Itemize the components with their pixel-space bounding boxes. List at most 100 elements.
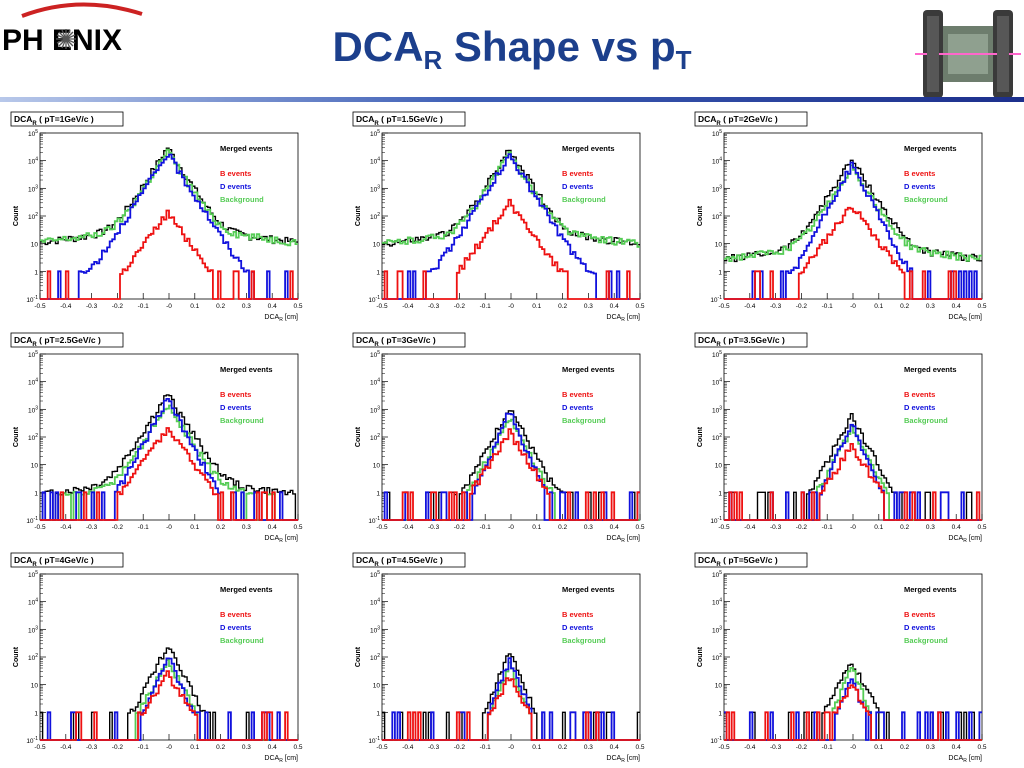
legend-b: B events [562, 169, 593, 178]
y-tick-label: 105 [712, 350, 722, 359]
y-tick-label: 103 [28, 625, 38, 634]
x-axis-label: DCAR [cm] [606, 535, 640, 542]
x-tick-label: -0.5 [718, 303, 730, 310]
chart-panel-pt1: DCAR ( pT=1GeV/c ) 10-1 1 10 102 103 104 105 -0.… [10, 111, 310, 321]
x-tick-label: 0.4 [268, 303, 277, 310]
x-tick-label: -0.2 [454, 524, 466, 531]
x-tick-label: 0.4 [268, 524, 277, 531]
x-tick-label: -0.2 [112, 524, 124, 531]
x-tick-label: -0.4 [60, 744, 72, 751]
x-tick-label: -0 [508, 524, 514, 531]
x-tick-label: -0.3 [770, 524, 782, 531]
chart-svg: DCAR ( pT=3.5GeV/c ) 10-1 1 10 102 103 104 105 -… [694, 332, 987, 542]
series-d-line [382, 153, 640, 300]
y-tick-label: 102 [28, 653, 38, 662]
y-tick-label: 104 [712, 157, 722, 166]
series-bkg-line [724, 425, 982, 521]
legend-b: B events [220, 169, 251, 178]
x-tick-label: 0.5 [635, 303, 644, 310]
x-tick-label: -0 [166, 303, 172, 310]
chart-title-box [352, 111, 466, 127]
chart-svg: DCAR ( pT=4.5GeV/c ) 10-1 1 10 102 103 104 105 -… [352, 552, 645, 762]
title-rule [0, 97, 1024, 102]
x-tick-label: 0.4 [952, 524, 961, 531]
legend-d: D events [220, 403, 251, 412]
x-tick-label: 0.4 [952, 744, 961, 751]
y-tick-label: 103 [370, 625, 380, 634]
x-tick-label: -0 [166, 524, 172, 531]
y-tick-label: 1 [376, 710, 380, 717]
x-tick-label: -0.4 [402, 303, 414, 310]
x-tick-label: 0.3 [242, 524, 251, 531]
x-tick-label: -0.2 [112, 303, 124, 310]
x-tick-label: -0.3 [428, 744, 440, 751]
legend-merged: Merged events [220, 365, 273, 374]
x-tick-label: -0.3 [86, 744, 98, 751]
x-tick-label: 0.5 [293, 524, 302, 531]
x-tick-label: -0 [508, 744, 514, 751]
x-tick-label: -0.1 [822, 744, 834, 751]
y-tick-label: 105 [370, 129, 380, 138]
x-tick-label: -0.4 [60, 524, 72, 531]
x-tick-label: -0.4 [60, 303, 72, 310]
y-tick-label: 10 [373, 463, 381, 470]
legend-bkg: Background [904, 416, 948, 425]
chart-panel-pt4: DCAR ( pT=4GeV/c ) 10-1 1 10 102 103 104 105 -0.… [10, 552, 310, 762]
x-tick-label: -0.3 [770, 744, 782, 751]
legend-bkg: Background [562, 195, 606, 204]
y-tick-label: 10 [31, 683, 39, 690]
y-tick-label: 1 [34, 710, 38, 717]
series-merged-line [40, 394, 298, 521]
y-tick-label: 10-1 [368, 516, 380, 525]
chart-title: DCAR ( pT=3.5GeV/c ) [698, 335, 785, 348]
chart-title: DCAR ( pT=3GeV/c ) [356, 335, 436, 348]
series-b-line [724, 443, 982, 521]
y-tick-label: 104 [28, 157, 38, 166]
y-tick-label: 10 [373, 683, 381, 690]
x-tick-label: -0.5 [34, 524, 46, 531]
y-tick-label: 1 [34, 490, 38, 497]
x-tick-label: 0.5 [977, 744, 986, 751]
x-axis-label: DCAR [cm] [948, 314, 982, 321]
x-tick-label: 0.2 [900, 524, 909, 531]
chart-title-box [10, 111, 124, 127]
y-tick-label: 10-1 [710, 295, 722, 304]
y-axis-label: Count [13, 205, 20, 226]
y-tick-label: 104 [712, 378, 722, 387]
series-b-line [40, 209, 298, 300]
x-tick-label: 0.1 [532, 744, 541, 751]
series-bkg-line [724, 164, 982, 262]
x-tick-label: -0 [850, 744, 856, 751]
chart-panel-pt4-5: DCAR ( pT=4.5GeV/c ) 10-1 1 10 102 103 104 105 -… [352, 552, 652, 762]
x-axis-label: DCAR [cm] [948, 755, 982, 762]
x-tick-label: -0.1 [822, 303, 834, 310]
x-tick-label: -0.5 [34, 744, 46, 751]
y-tick-label: 102 [370, 212, 380, 221]
y-axis-label: Count [355, 646, 362, 667]
x-tick-label: 0.3 [926, 303, 935, 310]
x-axis-label: DCAR [cm] [606, 755, 640, 762]
y-tick-label: 102 [28, 212, 38, 221]
y-tick-label: 10-1 [710, 736, 722, 745]
y-axis-label: Count [13, 426, 20, 447]
y-tick-label: 104 [370, 378, 380, 387]
x-tick-label: 0.3 [584, 303, 593, 310]
chart-title: DCAR ( pT=4.5GeV/c ) [356, 555, 443, 568]
detector-image [915, 10, 1021, 98]
x-tick-label: -0.3 [86, 524, 98, 531]
x-tick-label: -0.2 [796, 303, 808, 310]
x-tick-label: -0.3 [428, 524, 440, 531]
legend-merged: Merged events [562, 585, 615, 594]
x-tick-label: -0 [508, 303, 514, 310]
legend-d: D events [904, 403, 935, 412]
y-axis-label: Count [697, 646, 704, 667]
y-tick-label: 10 [715, 463, 723, 470]
legend-merged: Merged events [562, 365, 615, 374]
legend-d: D events [562, 182, 593, 191]
chart-title-box [352, 552, 466, 568]
chart-panel-pt3-5: DCAR ( pT=3.5GeV/c ) 10-1 1 10 102 103 104 105 -… [694, 332, 994, 542]
series-d-line [724, 423, 982, 521]
y-tick-label: 103 [28, 405, 38, 414]
y-tick-label: 1 [718, 490, 722, 497]
x-tick-label: -0.3 [770, 303, 782, 310]
